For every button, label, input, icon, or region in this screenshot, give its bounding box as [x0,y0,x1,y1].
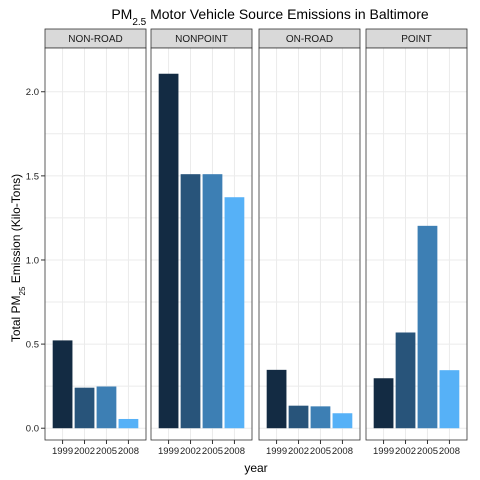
x-tick-label: 1999 [266,446,287,457]
facet-panel-on-road: ON-ROAD 1999 2002 2005 2008 [258,28,361,457]
panel-border [44,47,147,441]
panel-border [258,47,361,441]
y-tick-label: 2.0 [26,87,39,98]
facet-strip-label: POINT [401,34,432,45]
bar-nonpoint-2005 [202,174,223,429]
bar-nonpoint-2002 [180,174,201,429]
x-tick-label: 2008 [332,446,353,457]
bar-point-2002 [395,332,416,429]
facet-strip-label: NON-ROAD [68,34,122,45]
x-tick-label: 2008 [439,446,460,457]
bar-point-2005 [417,225,438,429]
y-axis: 0.0 0.5 1.0 1.5 2.0 [26,87,45,435]
x-tick-label: 2002 [288,446,309,457]
panel-border [365,47,468,441]
bar-point-2008 [439,370,460,429]
y-tick-label: 1.0 [26,255,39,266]
x-axis-title: year [244,461,267,475]
x-tick-label: 1999 [52,446,73,457]
bar-non-road-2002 [74,387,95,429]
x-tick-label: 2008 [118,446,139,457]
x-tick-label: 1999 [373,446,394,457]
bar-non-road-2005 [96,386,117,429]
x-tick-label: 1999 [158,446,179,457]
y-tick-label: 0.5 [26,340,39,351]
facet-strip-label: ON-ROAD [286,34,333,45]
x-tick-label: 2005 [202,446,223,457]
y-tick-label: 0.0 [26,424,39,435]
facet-strip-label: NONPOINT [175,34,228,45]
bar-on-road-2002 [288,405,309,429]
x-tick-label: 2005 [310,446,331,457]
y-axis-title: Total PM25 Emission (Kilo-Tons) [9,174,27,342]
bar-non-road-2008 [118,418,139,429]
x-tick-label: 2005 [417,446,438,457]
x-tick-label: 2002 [74,446,95,457]
chart-title: PM2.5 Motor Vehicle Source Emissions in … [111,6,429,28]
facet-panel-point: POINT 1999 2002 2005 2008 [365,28,468,457]
bar-nonpoint-2008 [224,197,245,429]
bar-non-road-1999 [52,340,73,429]
bar-on-road-2005 [310,406,331,429]
x-tick-label: 2002 [395,446,416,457]
bar-point-1999 [373,378,394,429]
bar-on-road-1999 [266,369,287,429]
bar-on-road-2008 [332,413,353,429]
facet-panel-non-road: NON-ROAD 1999 2002 2005 2008 [44,28,147,457]
facet-panel-nonpoint: NONPOINT 1999 2002 2005 2008 [150,28,253,457]
bar-nonpoint-1999 [158,73,179,429]
panel-border [150,47,253,441]
x-tick-label: 2005 [96,446,117,457]
x-tick-label: 2008 [224,446,245,457]
y-tick-label: 1.5 [26,171,39,182]
x-tick-label: 2002 [180,446,201,457]
